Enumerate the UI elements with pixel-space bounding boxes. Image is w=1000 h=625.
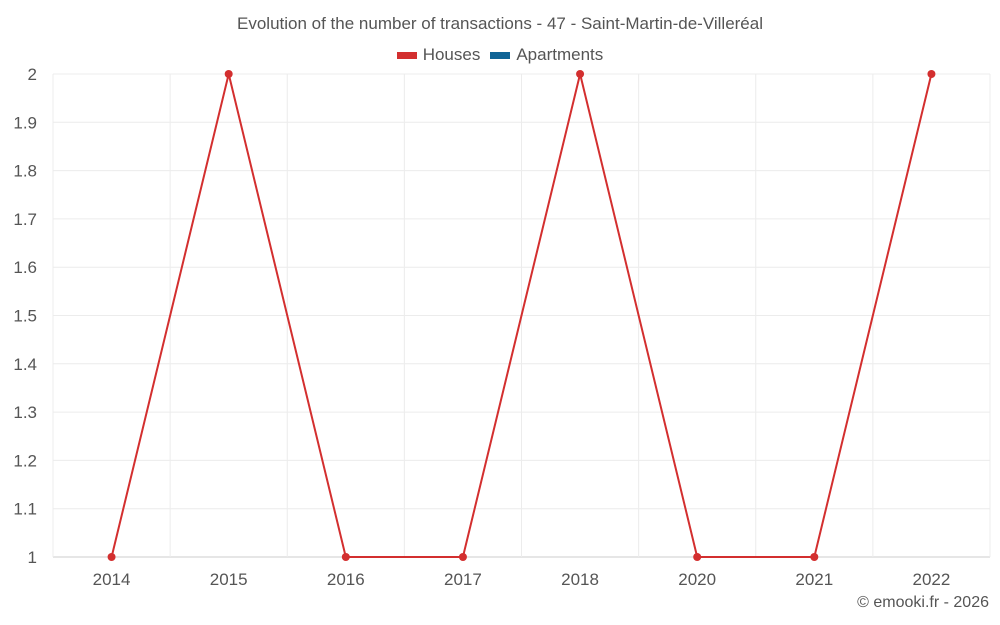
y-tick-label: 1.8 [13, 162, 37, 181]
chart-title: Evolution of the number of transactions … [237, 14, 763, 33]
x-tick-label: 2018 [561, 570, 599, 589]
legend-label-houses: Houses [422, 45, 481, 64]
data-point-houses[interactable] [576, 70, 585, 78]
series-line-houses [110, 73, 933, 558]
data-point-houses[interactable] [927, 70, 936, 78]
y-tick-label: 1.5 [13, 307, 37, 326]
y-tick-label: 1.2 [13, 451, 37, 470]
data-point-houses[interactable] [341, 553, 350, 561]
data-point-houses[interactable] [693, 553, 702, 561]
x-tick-label: 2016 [327, 570, 365, 589]
x-tick-label: 2020 [678, 570, 716, 589]
credit-text: © emooki.fr - 2026 [857, 594, 989, 611]
axes: 1 1.1 1.2 1.3 1.4 1.5 1.6 1.7 1.8 1.9 2 2014 2015 201… [13, 65, 950, 589]
legend-swatch-apartments [490, 51, 511, 59]
data-point-houses[interactable] [224, 70, 233, 78]
y-tick-label: 1.1 [13, 500, 37, 519]
y-tick-label: 2 [28, 65, 37, 84]
x-tick-label: 2017 [444, 570, 482, 589]
legend-item-apartments[interactable]: Apartments [490, 45, 603, 65]
legend-item-houses[interactable]: Houses [396, 45, 481, 65]
y-tick-label: 1.3 [13, 403, 37, 422]
y-tick-label: 1.7 [13, 210, 37, 229]
series [107, 70, 936, 561]
data-point-houses[interactable] [810, 553, 819, 561]
x-tick-label: 2021 [795, 570, 833, 589]
legend-swatch-houses [396, 51, 417, 59]
y-tick-label: 1.4 [13, 355, 37, 374]
x-tick-label: 2015 [210, 570, 248, 589]
y-tick-label: 1.9 [13, 113, 37, 132]
data-point-houses[interactable] [107, 553, 116, 561]
x-tick-label: 2022 [913, 570, 951, 589]
y-tick-label: 1 [28, 548, 37, 567]
y-tick-label: 1.6 [13, 258, 37, 277]
x-tick-label: 2014 [93, 570, 131, 589]
legend: Houses Apartments [0, 45, 1000, 65]
legend-label-apartments: Apartments [516, 45, 604, 64]
data-point-houses[interactable] [458, 553, 467, 561]
